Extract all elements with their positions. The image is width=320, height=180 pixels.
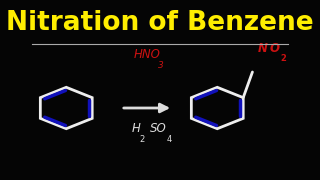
Text: 4: 4 [166, 135, 172, 144]
Text: N: N [258, 42, 268, 55]
Text: 2: 2 [139, 135, 144, 144]
Polygon shape [191, 87, 243, 129]
Polygon shape [40, 87, 92, 129]
Text: 2: 2 [281, 54, 287, 63]
Text: SO: SO [150, 122, 166, 135]
Text: Nitration of Benzene: Nitration of Benzene [6, 10, 314, 36]
Text: O: O [269, 42, 280, 55]
Text: 3: 3 [158, 61, 164, 70]
Text: H: H [132, 122, 141, 135]
Text: HNO: HNO [133, 48, 160, 61]
